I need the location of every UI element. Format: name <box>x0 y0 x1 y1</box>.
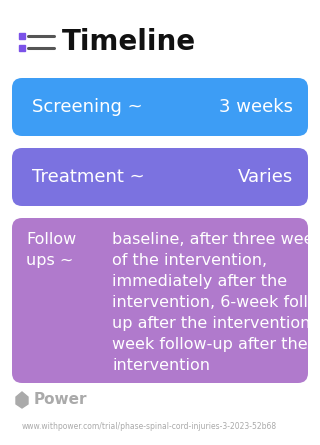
FancyBboxPatch shape <box>12 148 308 206</box>
Text: baseline, after three weeks
of the intervention,
immediately after the
intervent: baseline, after three weeks of the inter… <box>112 232 320 373</box>
Text: www.withpower.com/trial/phase-spinal-cord-injuries-3-2023-52b68: www.withpower.com/trial/phase-spinal-cor… <box>22 422 277 431</box>
Text: Varies: Varies <box>238 168 293 186</box>
FancyBboxPatch shape <box>12 78 308 136</box>
Text: Follow
ups ~: Follow ups ~ <box>26 232 76 268</box>
Text: Power: Power <box>34 392 87 408</box>
Text: Treatment ~: Treatment ~ <box>32 168 145 186</box>
Text: 3 weeks: 3 weeks <box>219 98 293 116</box>
FancyBboxPatch shape <box>12 218 308 383</box>
Text: Screening ~: Screening ~ <box>32 98 143 116</box>
Polygon shape <box>16 392 28 408</box>
Text: Timeline: Timeline <box>62 28 196 56</box>
